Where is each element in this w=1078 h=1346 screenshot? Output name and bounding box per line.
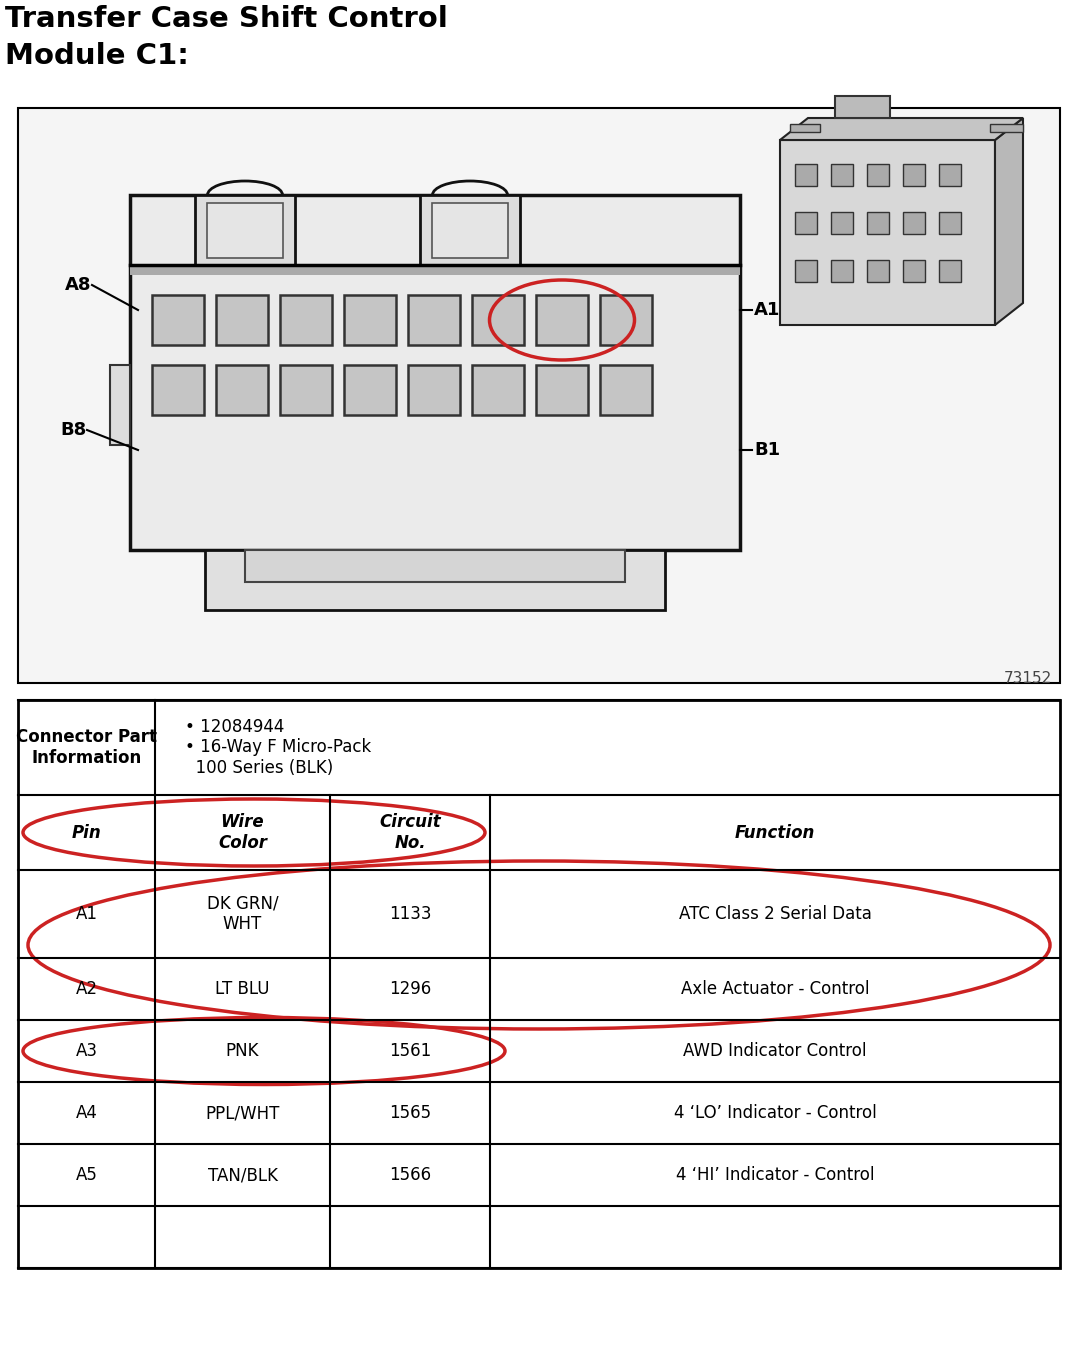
Bar <box>790 124 820 132</box>
Bar <box>867 260 889 283</box>
Bar <box>472 295 524 345</box>
Bar <box>344 365 396 415</box>
Text: • 12084944
• 16-Way F Micro-Pack
  100 Series (BLK): • 12084944 • 16-Way F Micro-Pack 100 Ser… <box>185 717 371 777</box>
Text: A5: A5 <box>75 1166 97 1184</box>
Bar <box>600 365 652 415</box>
Text: 1296: 1296 <box>389 980 431 997</box>
Text: LT BLU: LT BLU <box>216 980 270 997</box>
Bar <box>831 213 853 234</box>
Text: B1: B1 <box>754 441 780 459</box>
Bar <box>903 164 925 186</box>
Text: 1565: 1565 <box>389 1104 431 1123</box>
Text: Circuit
No.: Circuit No. <box>379 813 441 852</box>
Bar <box>794 164 817 186</box>
Bar <box>344 295 396 345</box>
Text: PPL/WHT: PPL/WHT <box>205 1104 279 1123</box>
Bar <box>280 295 332 345</box>
Text: A2: A2 <box>75 980 97 997</box>
Text: Module C1:: Module C1: <box>5 42 189 70</box>
Bar <box>245 551 625 581</box>
Bar <box>472 365 524 415</box>
Bar <box>903 260 925 283</box>
Text: Function: Function <box>735 824 815 841</box>
Text: PNK: PNK <box>225 1042 259 1061</box>
Text: 1133: 1133 <box>389 905 431 923</box>
Bar <box>831 164 853 186</box>
Bar <box>794 213 817 234</box>
Text: Transfer Case Shift Control: Transfer Case Shift Control <box>5 5 447 34</box>
Text: 4 ‘LO’ Indicator - Control: 4 ‘LO’ Indicator - Control <box>674 1104 876 1123</box>
Bar <box>939 260 960 283</box>
Text: 1561: 1561 <box>389 1042 431 1061</box>
Text: 4 ‘HI’ Indicator - Control: 4 ‘HI’ Indicator - Control <box>676 1166 874 1184</box>
Bar <box>407 365 460 415</box>
Bar <box>432 203 508 258</box>
Text: Axle Actuator - Control: Axle Actuator - Control <box>680 980 869 997</box>
Text: Wire
Color: Wire Color <box>218 813 267 852</box>
Bar <box>536 295 588 345</box>
Polygon shape <box>995 118 1023 324</box>
Bar <box>600 295 652 345</box>
Bar <box>867 164 889 186</box>
Bar <box>18 700 1060 1268</box>
Text: A8: A8 <box>65 276 92 293</box>
Bar <box>903 213 925 234</box>
Bar <box>152 295 204 345</box>
Bar <box>152 365 204 415</box>
Text: 1566: 1566 <box>389 1166 431 1184</box>
Bar <box>835 96 890 118</box>
Bar <box>831 260 853 283</box>
Text: A4: A4 <box>75 1104 97 1123</box>
Bar <box>18 108 1060 682</box>
Bar <box>195 195 295 271</box>
Text: A3: A3 <box>75 1042 97 1061</box>
Bar <box>207 203 284 258</box>
Bar <box>407 295 460 345</box>
Bar <box>130 265 740 275</box>
Bar <box>867 213 889 234</box>
Text: Connector Part
Information: Connector Part Information <box>16 728 157 767</box>
Bar <box>990 124 1023 132</box>
Bar <box>780 140 995 324</box>
Text: A1: A1 <box>754 302 780 319</box>
Text: 73152: 73152 <box>1004 672 1052 686</box>
Bar <box>794 260 817 283</box>
Text: B8: B8 <box>60 421 86 439</box>
Text: DK GRN/
WHT: DK GRN/ WHT <box>207 895 278 933</box>
Text: ATC Class 2 Serial Data: ATC Class 2 Serial Data <box>678 905 871 923</box>
Text: TAN/BLK: TAN/BLK <box>207 1166 277 1184</box>
Bar <box>205 551 665 610</box>
Text: AWD Indicator Control: AWD Indicator Control <box>683 1042 867 1061</box>
Bar <box>280 365 332 415</box>
Bar <box>536 365 588 415</box>
Bar <box>110 365 130 446</box>
Text: Pin: Pin <box>71 824 101 841</box>
Text: A1: A1 <box>75 905 97 923</box>
Polygon shape <box>780 118 1023 140</box>
Bar <box>420 195 520 271</box>
Bar <box>939 164 960 186</box>
Bar <box>939 213 960 234</box>
Bar <box>216 365 268 415</box>
Bar <box>216 295 268 345</box>
Bar <box>130 195 740 551</box>
